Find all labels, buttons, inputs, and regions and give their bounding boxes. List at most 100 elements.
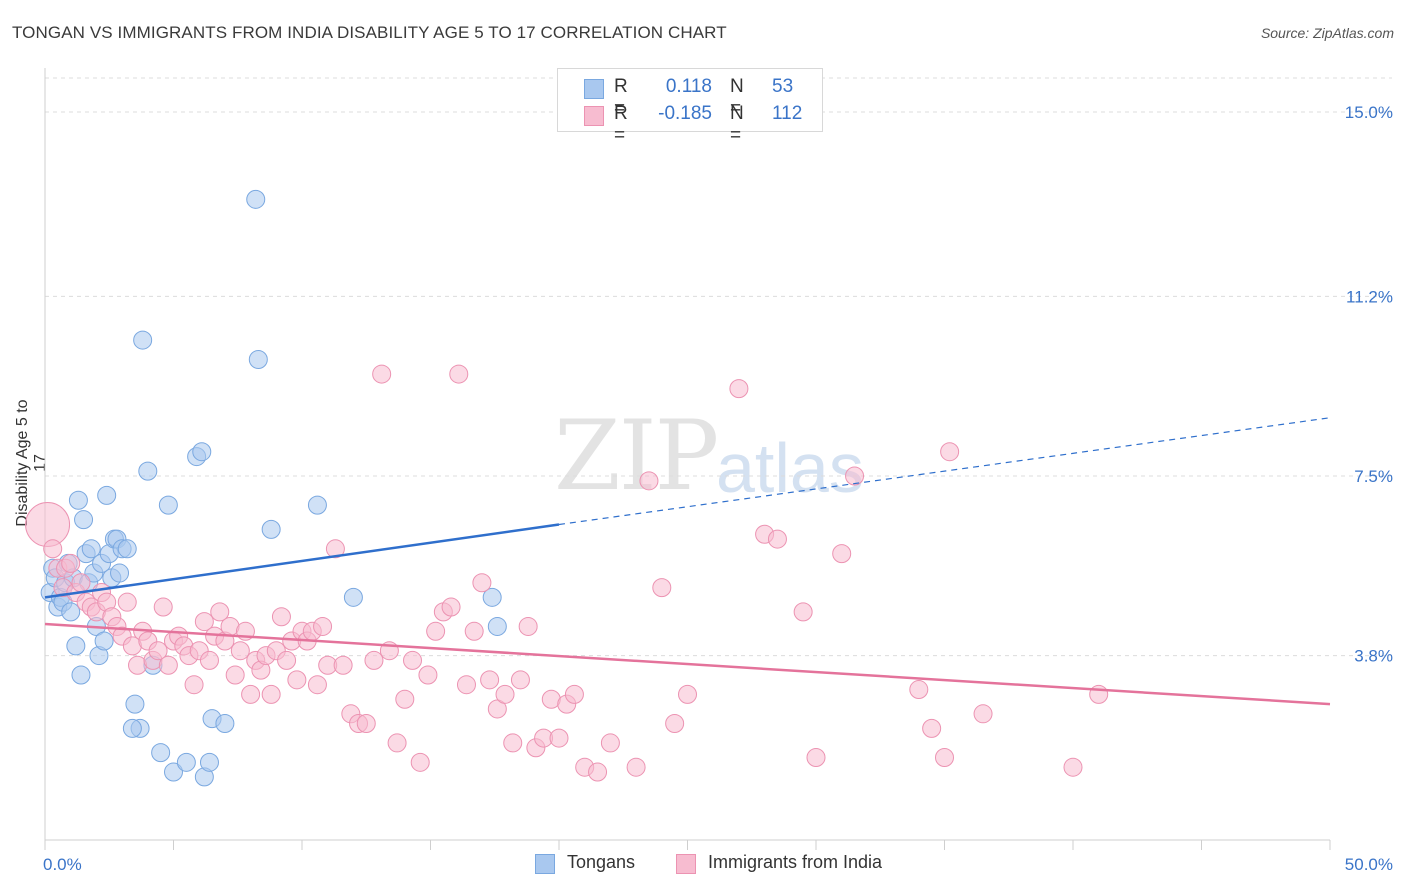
india-point — [472, 573, 492, 593]
india-point — [271, 607, 291, 627]
india-point — [210, 602, 230, 622]
india-point — [922, 718, 942, 738]
tongan-trend-line — [44, 523, 560, 599]
tongan-point — [487, 616, 507, 636]
india-point — [225, 665, 245, 685]
india-point — [549, 728, 569, 748]
tongan-point — [110, 563, 130, 583]
india-point — [356, 714, 376, 734]
y-tick-label: 7.5% — [1354, 467, 1393, 486]
tongan-point — [122, 718, 142, 738]
india-point — [313, 616, 333, 636]
india-point — [793, 602, 813, 622]
tongan-point — [151, 743, 171, 763]
india-point — [184, 675, 204, 695]
legend-r-label: R = — [614, 103, 628, 146]
tongan-point — [117, 539, 137, 559]
india-point — [909, 680, 929, 700]
india-point — [845, 466, 865, 486]
legend-r-value: -0.185 — [658, 103, 712, 124]
india-point — [117, 592, 137, 612]
india-point — [626, 757, 646, 777]
tongan-point — [261, 519, 281, 539]
stats-legend: R = 0.118 N = 53 R = -0.185 N = 112 — [557, 68, 823, 146]
legend-label-india: Immigrants from India — [708, 852, 883, 872]
tongan-point — [215, 714, 235, 734]
india-point — [935, 747, 954, 767]
india-point — [487, 699, 507, 719]
india-point — [148, 641, 168, 661]
india-point — [652, 578, 672, 598]
india-point — [729, 379, 749, 399]
chart-title: TONGAN VS IMMIGRANTS FROM INDIA DISABILI… — [12, 23, 727, 42]
tongan-point — [482, 587, 502, 607]
tongan-point — [81, 539, 101, 559]
india-point — [61, 553, 81, 573]
india-point — [564, 684, 584, 704]
legend-r-value: 0.118 — [665, 76, 712, 97]
tongan-point — [343, 587, 363, 607]
india-point — [410, 752, 430, 772]
india-point — [277, 650, 297, 670]
tongan-point — [248, 350, 268, 370]
tongan-point — [125, 694, 145, 714]
india-point — [307, 675, 327, 695]
legend-n-label: N = — [730, 103, 744, 146]
legend-swatch-tongans — [535, 854, 555, 874]
india-point — [510, 670, 530, 690]
india-point — [287, 670, 307, 690]
y-tick-label: 15.0% — [1345, 103, 1393, 122]
legend-swatch-india — [584, 106, 604, 126]
legend-r-label: R = — [614, 76, 628, 119]
india-point — [806, 747, 826, 767]
legend-n-value: 112 — [772, 103, 803, 124]
india-point — [441, 597, 461, 617]
india-point — [241, 684, 261, 704]
watermark-atlas: atlas — [716, 429, 864, 507]
india-point — [832, 544, 852, 564]
india-point — [372, 364, 392, 384]
tongan-point — [71, 665, 91, 685]
india-point — [518, 616, 538, 636]
tongan-point — [61, 602, 81, 622]
india-trend-line — [44, 622, 1331, 706]
india-point — [426, 621, 446, 641]
india-point — [71, 573, 91, 593]
india-point — [199, 650, 219, 670]
tongan-point — [307, 495, 327, 515]
y-tick-label: 11.2% — [1346, 287, 1393, 306]
tongan-point — [176, 752, 196, 772]
india-point — [194, 612, 214, 632]
x-tick-label: 50.0% — [1345, 855, 1393, 874]
india-point — [395, 689, 415, 709]
tongan-point — [138, 461, 158, 481]
india-point — [387, 733, 407, 753]
india-point — [588, 762, 608, 782]
india-point — [449, 364, 469, 384]
watermark-zip: ZIP — [554, 400, 719, 512]
tongan-trend-extension — [558, 417, 1331, 526]
india-point — [325, 539, 345, 559]
tongan-point — [133, 330, 153, 350]
tongan-point — [246, 189, 266, 209]
legend-label-tongans: Tongans — [567, 852, 636, 872]
india-point — [480, 670, 500, 690]
india-point — [403, 650, 423, 670]
tongan-point — [158, 495, 178, 515]
india-point — [158, 655, 178, 675]
tongan-point — [68, 490, 88, 510]
x-tick-label: 0.0% — [43, 855, 82, 874]
tongan-point — [97, 485, 117, 505]
india-point — [495, 684, 515, 704]
india-point — [230, 641, 250, 661]
tongan-point — [192, 442, 212, 462]
y-tick-label: 3.8% — [1354, 647, 1393, 666]
india-point — [767, 529, 787, 549]
legend-n-value: 53 — [772, 76, 794, 97]
india-point — [665, 714, 685, 734]
india-point — [43, 539, 63, 559]
legend-swatch-india — [676, 854, 696, 874]
india-point — [261, 684, 281, 704]
india-point — [25, 502, 71, 548]
